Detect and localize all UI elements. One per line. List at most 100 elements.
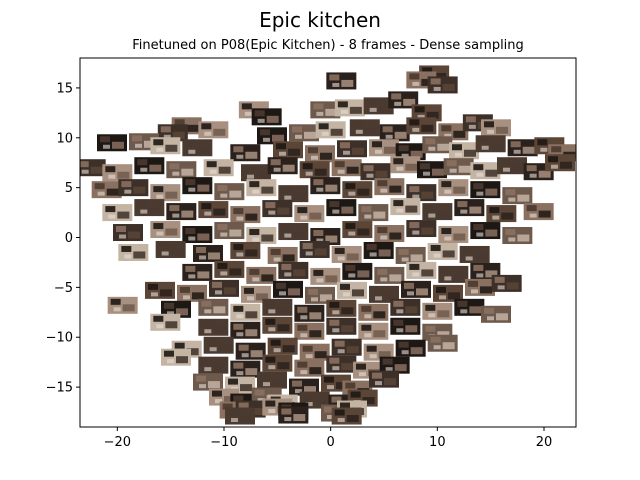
data-point: [358, 204, 389, 222]
data-point: [326, 199, 357, 217]
data-point: [91, 181, 122, 199]
data-point: [289, 378, 319, 396]
data-point: [481, 119, 511, 137]
data-point: [161, 300, 191, 318]
data-point: [257, 127, 287, 145]
data-point: [331, 407, 362, 425]
data-point: [230, 206, 261, 224]
data-point: [305, 286, 335, 304]
data-point: [134, 157, 165, 175]
data-point: [230, 321, 261, 339]
x-tick-label: 10: [429, 435, 446, 450]
data-point: [422, 136, 453, 154]
data-point: [230, 144, 261, 162]
y-tick-label: −5: [54, 281, 73, 296]
data-point: [374, 178, 405, 196]
data-point: [235, 342, 266, 360]
data-point: [198, 298, 229, 316]
data-point: [289, 124, 319, 142]
data-point: [454, 199, 485, 217]
data-point: [411, 104, 442, 122]
data-point: [305, 145, 335, 163]
data-point: [267, 157, 298, 175]
data-point: [388, 91, 419, 109]
data-point: [273, 280, 303, 298]
data-point: [310, 228, 341, 246]
data-point: [315, 121, 346, 139]
data-point: [262, 354, 293, 372]
data-point: [438, 226, 469, 244]
data-point: [390, 156, 421, 174]
data-point: [177, 284, 207, 302]
data-point: [278, 261, 309, 279]
data-point: [107, 296, 138, 314]
data-point: [102, 204, 133, 222]
y-tick-label: 5: [65, 181, 73, 196]
data-point: [262, 316, 293, 334]
y-tick-label: 0: [65, 231, 73, 246]
data-point: [214, 183, 245, 201]
data-point: [225, 407, 255, 425]
data-point: [209, 279, 239, 297]
data-point: [401, 280, 431, 298]
data-point: [390, 198, 421, 216]
data-point: [374, 266, 405, 284]
data-point: [294, 205, 325, 223]
data-point: [80, 159, 106, 177]
data-point: [502, 227, 533, 245]
data-point: [294, 304, 325, 322]
data-point: [278, 406, 309, 424]
data-point: [230, 303, 261, 321]
data-point: [334, 99, 365, 117]
data-point: [363, 343, 394, 361]
x-tick-label: 20: [536, 435, 553, 450]
data-point: [465, 278, 495, 296]
data-point: [379, 356, 410, 374]
data-point: [363, 97, 394, 115]
data-point: [491, 274, 522, 292]
data-point: [395, 246, 426, 264]
data-point: [166, 203, 197, 221]
data-point: [390, 317, 421, 335]
data-point: [299, 240, 330, 258]
data-point: [150, 313, 181, 331]
y-axis: −15 −10 −5 0 5 10 15: [46, 81, 80, 396]
data-point: [331, 245, 362, 263]
data-point: [161, 348, 191, 366]
data-point: [470, 181, 501, 199]
data-point: [422, 203, 453, 221]
data-point: [427, 334, 458, 352]
data-point: [360, 163, 391, 181]
data-point: [278, 185, 309, 203]
data-point: [369, 139, 399, 157]
data-point: [241, 164, 271, 182]
data-point: [182, 263, 213, 281]
data-point: [507, 139, 538, 157]
data-point: [369, 370, 399, 388]
data-point: [145, 281, 175, 299]
data-point: [257, 371, 287, 389]
data-point: [166, 161, 197, 179]
data-point: [427, 242, 458, 260]
data-point: [262, 200, 293, 218]
data-point: [157, 124, 188, 142]
data-point: [459, 245, 490, 263]
data-point: [443, 158, 474, 176]
data-point: [406, 117, 437, 135]
data-point: [470, 222, 501, 240]
data-point: [262, 298, 293, 316]
data-point: [326, 317, 357, 335]
chart-subtitle: Finetuned on P08(Epic Kitchen) - 8 frame…: [132, 38, 524, 53]
data-point: [198, 121, 229, 139]
data-point: [326, 355, 357, 373]
data-point: [379, 124, 410, 142]
data-point: [203, 336, 234, 354]
data-point: [497, 157, 527, 175]
data-point: [369, 285, 399, 303]
data-point: [294, 322, 325, 340]
data-point: [406, 220, 437, 238]
data-point: [193, 373, 223, 391]
data-point: [299, 161, 330, 179]
data-point: [230, 241, 261, 259]
